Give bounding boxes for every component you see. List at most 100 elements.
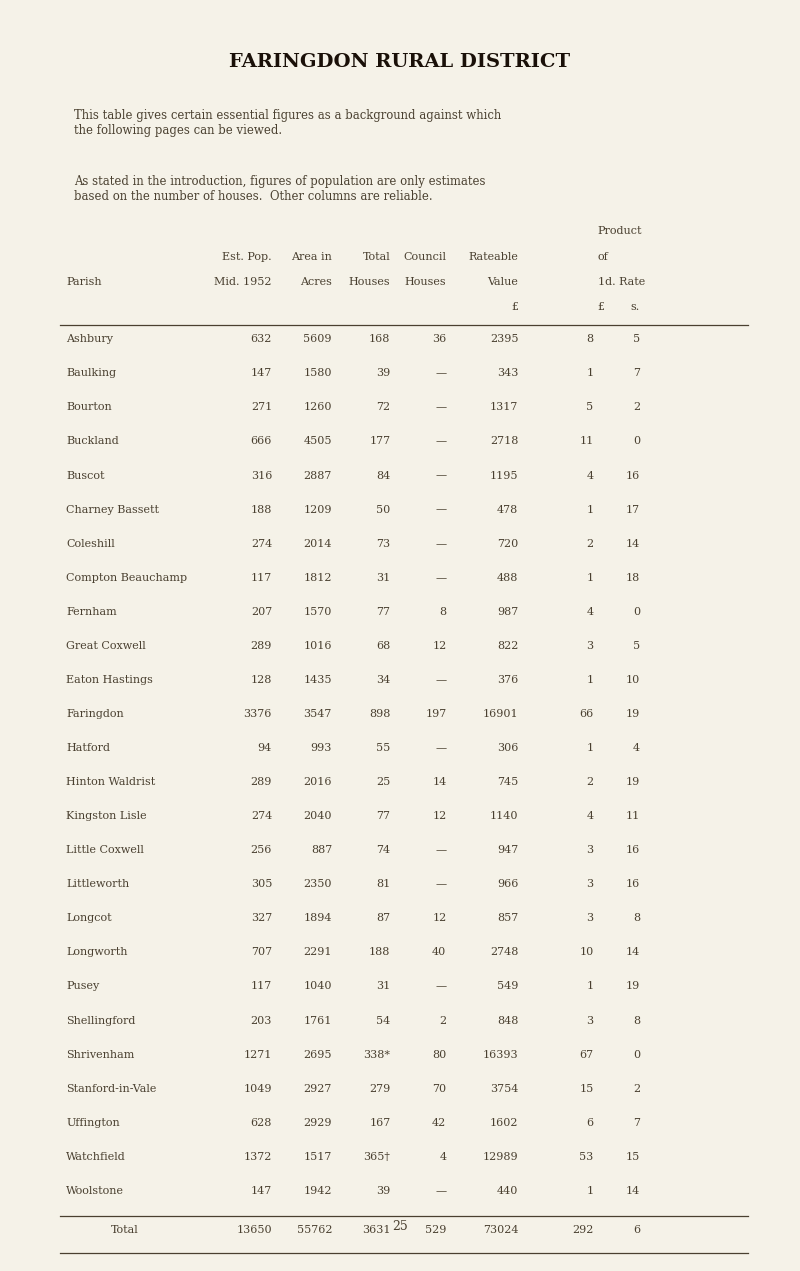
Text: 14: 14 [626,539,640,549]
Text: Shellingford: Shellingford [66,1016,136,1026]
Text: 1435: 1435 [303,675,332,685]
Text: 305: 305 [250,880,272,890]
Text: Pusey: Pusey [66,981,100,991]
Text: 1: 1 [586,505,594,515]
Text: This table gives certain essential figures as a background against which
the fol: This table gives certain essential figur… [74,109,502,137]
Text: 25: 25 [376,777,390,787]
Text: 1942: 1942 [303,1186,332,1196]
Text: 549: 549 [497,981,518,991]
Text: 720: 720 [497,539,518,549]
Text: 10: 10 [579,947,594,957]
Text: —: — [435,845,446,855]
Text: 3: 3 [586,914,594,923]
Text: —: — [435,470,446,480]
Text: 54: 54 [376,1016,390,1026]
Text: 4: 4 [586,470,594,480]
Text: —: — [435,573,446,582]
Text: Council: Council [403,252,446,262]
Text: £: £ [511,302,518,313]
Text: 6: 6 [633,1225,640,1235]
Text: —: — [435,539,446,549]
Text: 15: 15 [626,1152,640,1162]
Text: 128: 128 [250,675,272,685]
Text: 73: 73 [376,539,390,549]
Text: 2395: 2395 [490,334,518,344]
Text: s.: s. [630,302,640,313]
Text: Houses: Houses [405,277,446,287]
Text: 68: 68 [376,641,390,651]
Text: 31: 31 [376,981,390,991]
Text: Buckland: Buckland [66,436,119,446]
Text: of: of [598,252,608,262]
Text: Parish: Parish [66,277,102,287]
Text: 31: 31 [376,573,390,582]
Text: 73024: 73024 [483,1225,518,1235]
Text: Charney Bassett: Charney Bassett [66,505,159,515]
Text: 39: 39 [376,369,390,379]
Text: 16901: 16901 [482,709,518,719]
Text: 12: 12 [432,811,446,821]
Text: 707: 707 [251,947,272,957]
Text: 1: 1 [586,981,594,991]
Text: 2: 2 [586,777,594,787]
Text: 8: 8 [633,1016,640,1026]
Text: Houses: Houses [349,277,390,287]
Text: 4: 4 [586,606,594,616]
Text: 4: 4 [586,811,594,821]
Text: 207: 207 [250,606,272,616]
Text: 440: 440 [497,1186,518,1196]
Text: Total: Total [362,252,390,262]
Text: 3631: 3631 [362,1225,390,1235]
Text: 1040: 1040 [303,981,332,991]
Text: —: — [435,675,446,685]
Text: 66: 66 [579,709,594,719]
Text: 256: 256 [250,845,272,855]
Text: 5: 5 [633,334,640,344]
Text: FARINGDON RURAL DISTRICT: FARINGDON RURAL DISTRICT [230,53,570,71]
Text: Longworth: Longworth [66,947,128,957]
Text: 1: 1 [586,1186,594,1196]
Text: 1: 1 [586,675,594,685]
Text: 1812: 1812 [303,573,332,582]
Text: Value: Value [487,277,518,287]
Text: 3: 3 [586,1016,594,1026]
Text: 1195: 1195 [490,470,518,480]
Text: 2927: 2927 [304,1084,332,1093]
Text: 3: 3 [586,880,594,890]
Text: 16393: 16393 [482,1050,518,1060]
Text: 15: 15 [579,1084,594,1093]
Text: 4505: 4505 [303,436,332,446]
Text: 274: 274 [250,811,272,821]
Text: 168: 168 [369,334,390,344]
Text: 197: 197 [425,709,446,719]
Text: 1580: 1580 [303,369,332,379]
Text: Area in: Area in [291,252,332,262]
Text: 2350: 2350 [303,880,332,890]
Text: 947: 947 [497,845,518,855]
Text: 2016: 2016 [303,777,332,787]
Text: 4: 4 [633,744,640,752]
Text: 147: 147 [250,1186,272,1196]
Text: Longcot: Longcot [66,914,112,923]
Text: 14: 14 [626,947,640,957]
Text: 365†: 365† [363,1152,390,1162]
Text: 1049: 1049 [243,1084,272,1093]
Text: 632: 632 [250,334,272,344]
Text: 316: 316 [250,470,272,480]
Text: Ashbury: Ashbury [66,334,114,344]
Text: 1517: 1517 [304,1152,332,1162]
Text: 77: 77 [376,811,390,821]
Text: 12989: 12989 [482,1152,518,1162]
Text: Eaton Hastings: Eaton Hastings [66,675,154,685]
Text: 2: 2 [439,1016,446,1026]
Text: 529: 529 [425,1225,446,1235]
Text: 1: 1 [586,369,594,379]
Text: 338*: 338* [363,1050,390,1060]
Text: 5609: 5609 [303,334,332,344]
Text: Fernham: Fernham [66,606,117,616]
Text: 1570: 1570 [304,606,332,616]
Text: Woolstone: Woolstone [66,1186,125,1196]
Text: 289: 289 [250,777,272,787]
Text: 5: 5 [586,403,594,412]
Text: 4: 4 [439,1152,446,1162]
